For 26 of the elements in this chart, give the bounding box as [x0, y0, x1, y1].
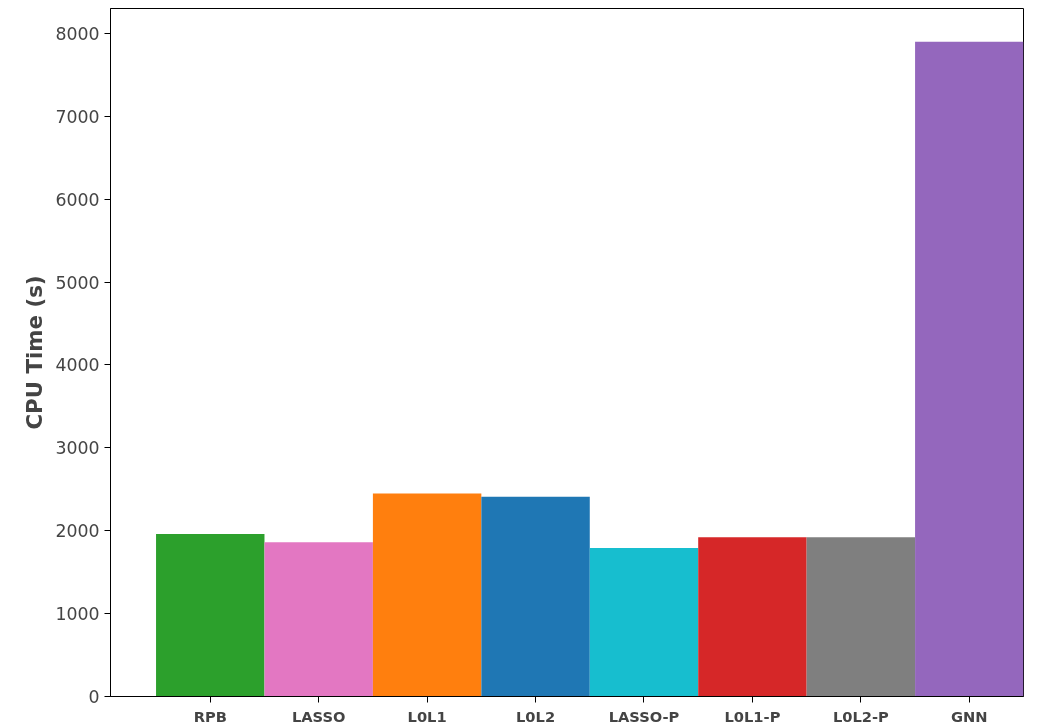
y-axis-title: CPU Time (s): [22, 275, 48, 430]
y-tick-label: 0: [88, 687, 100, 707]
bar: [698, 537, 807, 697]
y-tick-label: 7000: [55, 106, 100, 127]
y-tick-label: 6000: [55, 189, 100, 210]
bar: [806, 537, 916, 697]
y-tick-label: 8000: [55, 23, 100, 44]
y-tick-label: 2000: [55, 521, 100, 542]
x-tick-label: L0L1-P: [724, 707, 781, 725]
x-tick-label: LASSO-P: [608, 707, 680, 725]
bar: [481, 496, 590, 697]
bar: [264, 542, 373, 697]
bar: [589, 548, 699, 697]
y-tick-label: 4000: [55, 355, 100, 376]
x-tick-label: L0L2: [516, 707, 556, 725]
y-tick-label: 1000: [55, 604, 100, 625]
x-tick-label: LASSO: [291, 707, 346, 725]
bar: [156, 534, 265, 697]
x-tick-label: L0L1: [407, 707, 447, 725]
bar: [372, 493, 482, 697]
y-tick-label: 5000: [55, 272, 100, 293]
x-tick-label: GNN: [951, 707, 988, 725]
x-tick-label: L0L2-P: [832, 707, 890, 725]
y-tick-label: 3000: [55, 438, 100, 459]
bar: [915, 41, 1024, 697]
x-tick-label: RPB: [193, 707, 227, 725]
